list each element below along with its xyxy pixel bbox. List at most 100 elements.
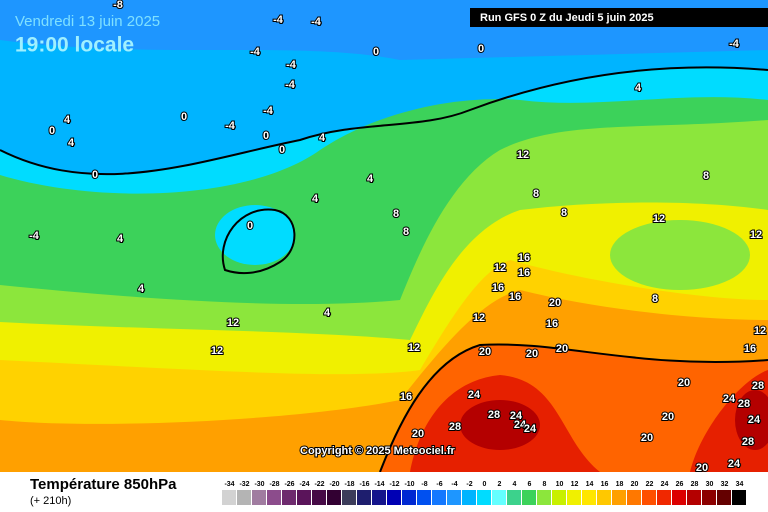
- contour-label: 20: [662, 411, 674, 423]
- contour-label: 20: [678, 377, 690, 389]
- legend-swatch: [447, 490, 461, 505]
- legend-swatch: [372, 490, 386, 505]
- legend-swatch: [297, 490, 311, 505]
- legend-label: 18: [616, 481, 624, 488]
- contour-label: 28: [449, 421, 461, 433]
- legend-label: -28: [269, 481, 279, 488]
- legend-label: 32: [721, 481, 729, 488]
- contour-label: 20: [526, 348, 538, 360]
- legend-swatch: [522, 490, 536, 505]
- legend-label: -14: [374, 481, 384, 488]
- contour-label: 28: [488, 409, 500, 421]
- contour-label: 24: [748, 414, 761, 426]
- legend-swatch: [612, 490, 626, 505]
- contour-label: 4: [367, 173, 374, 185]
- contour-label: -4: [285, 79, 296, 91]
- legend-swatch: [642, 490, 656, 505]
- contour-label: 8: [703, 170, 709, 182]
- contour-label: 8: [393, 208, 399, 220]
- contour-label: 20: [549, 297, 561, 309]
- legend-swatch: [717, 490, 731, 505]
- legend-swatch: [342, 490, 356, 505]
- contour-label: 8: [652, 293, 658, 305]
- legend-label: -10: [404, 481, 414, 488]
- contour-label: 12: [408, 342, 420, 354]
- contour-label: -4: [286, 59, 297, 71]
- legend-label: -24: [299, 481, 309, 488]
- contour-label: 24: [510, 410, 523, 422]
- legend-label: -30: [254, 481, 264, 488]
- legend-swatch: [417, 490, 431, 505]
- contour-label: 4: [138, 283, 145, 295]
- legend-swatch: [357, 490, 371, 505]
- legend-label: 0: [483, 481, 487, 488]
- legend-label: -6: [436, 481, 442, 488]
- legend-swatch: [627, 490, 641, 505]
- legend-swatch: [312, 490, 326, 505]
- legend-label: -8: [421, 481, 427, 488]
- contour-label: 20: [641, 432, 653, 444]
- run-info: Run GFS 0 Z du Jeudi 5 juin 2025: [480, 12, 654, 24]
- legend-swatch: [282, 490, 296, 505]
- legend-swatch: [702, 490, 716, 505]
- contour-label: 4: [319, 132, 326, 144]
- legend-label: -22: [314, 481, 324, 488]
- copyright: Copyright © 2025 Meteociel.fr: [300, 445, 456, 457]
- contour-label: 16: [744, 343, 756, 355]
- legend-label: 4: [513, 481, 517, 488]
- legend-label: 14: [586, 481, 594, 488]
- legend-label: -20: [329, 481, 339, 488]
- legend-label: 8: [543, 481, 547, 488]
- legend-swatch: [432, 490, 446, 505]
- contour-label: 16: [492, 282, 504, 294]
- contour-label: 4: [324, 307, 331, 319]
- legend-label: -32: [239, 481, 249, 488]
- temperature-field: [0, 0, 768, 473]
- legend-label: 30: [706, 481, 714, 488]
- forecast-date: Vendredi 13 juin 2025: [15, 13, 160, 30]
- contour-label: 4: [64, 114, 71, 126]
- contour-label: -4: [729, 38, 740, 50]
- contour-label: 28: [752, 380, 764, 392]
- legend-label: 10: [556, 481, 564, 488]
- legend-swatch: [507, 490, 521, 505]
- contour-label: 16: [509, 291, 521, 303]
- contour-label: 24: [728, 458, 741, 470]
- contour-label: -4: [225, 120, 236, 132]
- legend-swatch: [687, 490, 701, 505]
- contour-label: 24: [723, 393, 736, 405]
- legend-swatch: [267, 490, 281, 505]
- contour-label: -4: [250, 46, 261, 58]
- contour-label: -4: [273, 14, 284, 26]
- legend-label: 26: [676, 481, 684, 488]
- legend-swatch: [387, 490, 401, 505]
- contour-label: 16: [518, 252, 530, 264]
- contour-label: 12: [754, 325, 766, 337]
- legend-label: -18: [344, 481, 354, 488]
- legend-label: 24: [661, 481, 669, 488]
- legend-swatch: [252, 490, 266, 505]
- contour-label: 8: [561, 207, 567, 219]
- legend-swatch: [477, 490, 491, 505]
- contour-label: 24: [468, 389, 481, 401]
- contour-label: 4: [635, 82, 642, 94]
- legend-swatch: [672, 490, 686, 505]
- contour-label: 4: [117, 233, 124, 245]
- legend-label: 12: [571, 481, 579, 488]
- color-legend: -34 -32 -30 -28 -26 -24 -22 -20 -18 -16 -14 -12 -10-…: [222, 481, 746, 505]
- legend-label: -26: [284, 481, 294, 488]
- legend-label: -12: [389, 481, 399, 488]
- contour-label: 4: [68, 137, 75, 149]
- contour-label: 12: [211, 345, 223, 357]
- legend-label: 20: [631, 481, 639, 488]
- legend-swatch: [552, 490, 566, 505]
- legend-swatch: [582, 490, 596, 505]
- legend-swatch: [537, 490, 551, 505]
- legend-label: -2: [466, 481, 472, 488]
- contour-label: -8: [113, 0, 123, 11]
- contour-label: 28: [742, 436, 754, 448]
- legend-label: 6: [528, 481, 532, 488]
- contour-label: 12: [473, 312, 485, 324]
- contour-label: 12: [517, 149, 529, 161]
